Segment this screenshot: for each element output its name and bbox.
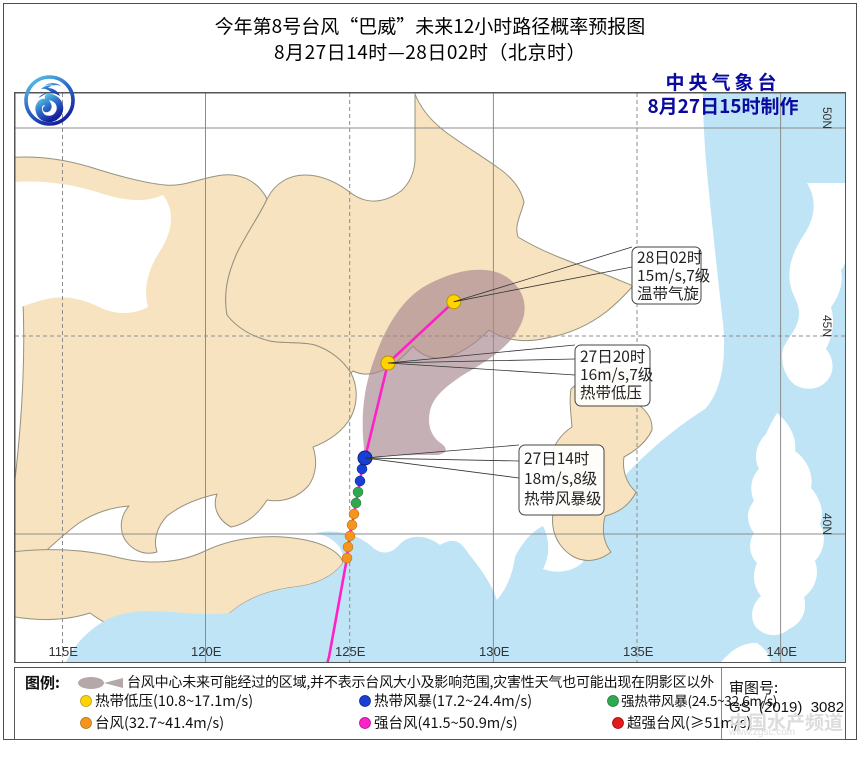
svg-text:18m/s,8级: 18m/s,8级	[524, 467, 597, 489]
svg-text:热带风暴级: 热带风暴级	[524, 487, 602, 509]
svg-text:热带低压: 热带低压	[580, 381, 642, 403]
svg-text:27日14时: 27日14时	[524, 447, 589, 469]
svg-text:温带气旋: 温带气旋	[637, 282, 700, 304]
